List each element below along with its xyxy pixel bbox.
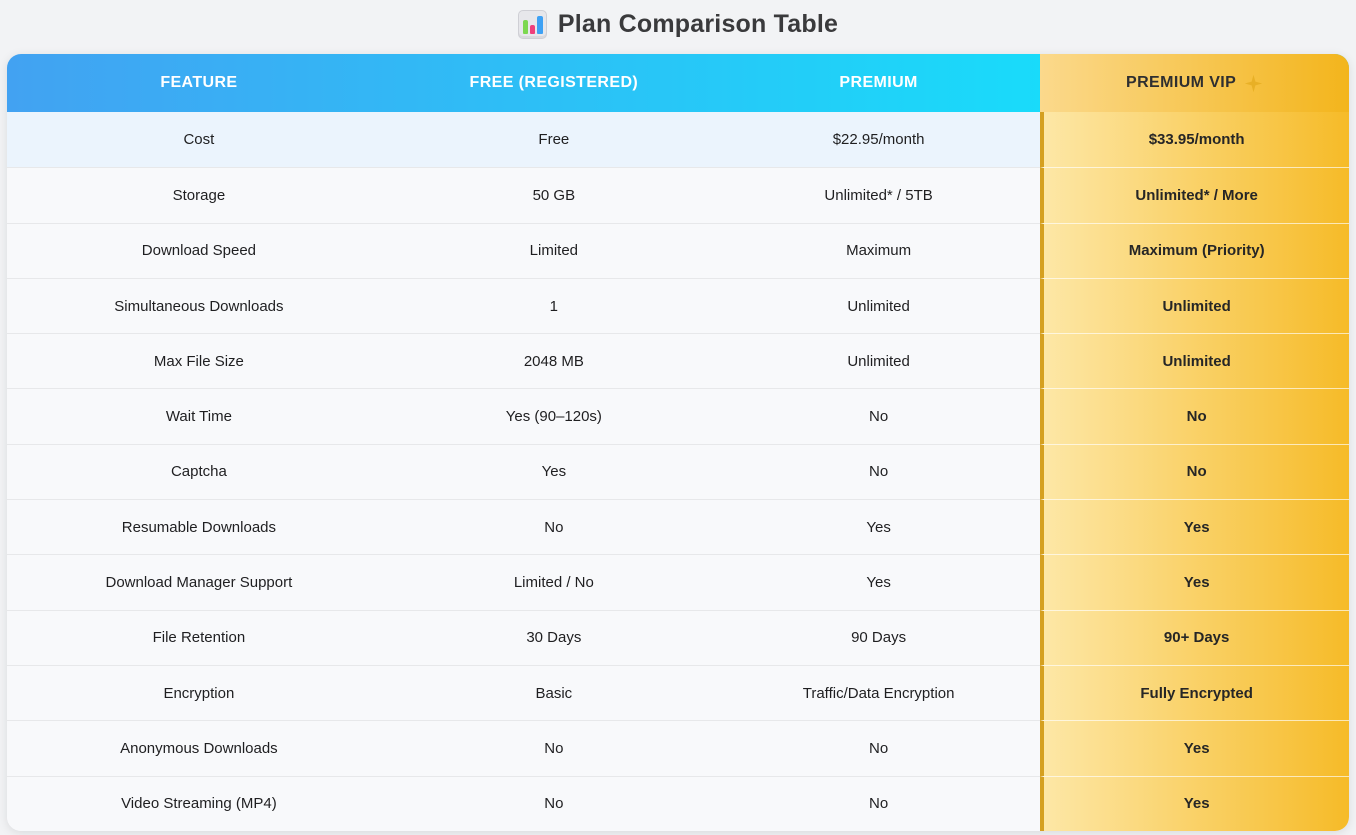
- table-row: Storage 50 GB Unlimited* / 5TB Unlimited* /…: [7, 167, 1349, 223]
- vip-cell: No: [1040, 443, 1349, 500]
- table-row: Simultaneous Downloads 1 Unlimited Unlimite…: [7, 277, 1349, 334]
- feature-cell: Encryption: [7, 664, 391, 720]
- feature-cell: Download Manager Support: [7, 554, 391, 609]
- table-row: Cost Free $22.95/month $33.95/month: [7, 112, 1349, 168]
- feature-cell: Captcha: [7, 443, 391, 499]
- free-cell: 50 GB: [390, 167, 717, 222]
- premium-cell: Traffic/Data Encryption: [716, 664, 1041, 720]
- feature-cell: File Retention: [7, 609, 391, 665]
- page-header: Plan Comparison Table: [0, 0, 1356, 48]
- column-header-premium: PREMIUM: [839, 74, 918, 91]
- plan-comparison-table: FEATURE FREE (REGISTERED) PREMIUM PREMIU…: [7, 54, 1349, 831]
- premium-cell: Yes: [716, 499, 1041, 554]
- free-cell: 2048 MB: [390, 333, 717, 388]
- free-cell: Yes: [390, 443, 717, 499]
- table-row: Download Manager Support Limited / No Yes Y…: [7, 554, 1349, 610]
- premium-cell: 90 Days: [716, 609, 1041, 665]
- feature-cell: Anonymous Downloads: [7, 720, 391, 775]
- vip-cell: Maximum (Priority): [1040, 222, 1349, 278]
- table-row: Resumable Downloads No Yes Yes: [7, 499, 1349, 555]
- table-row: Encryption Basic Traffic/Data Encryption Fu…: [7, 664, 1349, 721]
- table-row: Download Speed Limited Maximum Maximum (Pri…: [7, 222, 1349, 278]
- feature-cell: Wait Time: [7, 388, 391, 443]
- bar-chart-icon-green-bar: [522, 19, 528, 34]
- free-cell: Yes (90–120s): [390, 388, 717, 443]
- table-row: File Retention 30 Days 90 Days 90+ Days: [7, 609, 1349, 665]
- feature-cell: Resumable Downloads: [7, 499, 391, 554]
- bar-chart-icon-pink-bar: [529, 24, 535, 34]
- table-row: Max File Size 2048 MB Unlimited Unlimited: [7, 333, 1349, 389]
- vip-cell: No: [1040, 388, 1349, 444]
- premium-cell: Unlimited: [716, 277, 1041, 333]
- free-cell: No: [390, 720, 717, 775]
- bar-chart-icon: [517, 9, 547, 39]
- vip-cell: Yes: [1040, 775, 1349, 831]
- feature-cell: Simultaneous Downloads: [7, 277, 391, 333]
- premium-cell: No: [716, 775, 1041, 831]
- premium-cell: Unlimited: [716, 333, 1041, 388]
- free-cell: No: [390, 499, 717, 554]
- vip-cell: Unlimited* / More: [1040, 167, 1349, 223]
- vip-cell: 90+ Days: [1040, 609, 1349, 665]
- premium-cell: No: [716, 443, 1041, 499]
- premium-cell: Yes: [716, 554, 1041, 609]
- column-header-feature: FEATURE: [160, 74, 238, 91]
- feature-cell: Download Speed: [7, 222, 391, 278]
- premium-cell: No: [716, 388, 1041, 443]
- premium-cell: $22.95/month: [832, 131, 925, 149]
- table-row: Video Streaming (MP4) No No Yes: [7, 775, 1349, 831]
- comparison-table-body: Cost Free $22.95/month $33.95/month Storage 5…: [7, 112, 1349, 831]
- vip-cell: Unlimited: [1040, 277, 1349, 334]
- premium-cell: Unlimited* / 5TB: [716, 167, 1041, 222]
- vip-cell: Yes: [1040, 554, 1349, 610]
- column-header-free: FREE (REGISTERED): [469, 74, 639, 91]
- table-row: Anonymous Downloads No No Yes: [7, 720, 1349, 776]
- vip-cell: Fully Encrypted: [1040, 664, 1349, 721]
- free-cell: Basic: [390, 664, 717, 720]
- table-row: Captcha Yes No No: [7, 443, 1349, 500]
- premium-cell: No: [716, 720, 1041, 775]
- vip-cell: Yes: [1040, 499, 1349, 555]
- feature-cell: Storage: [7, 167, 391, 222]
- free-cell: Limited / No: [390, 554, 717, 609]
- sparkle-icon: [1244, 74, 1263, 93]
- page-title: Plan Comparison Table: [557, 9, 839, 38]
- column-header-premium-vip: PREMIUM VIP: [1040, 54, 1349, 112]
- free-cell: No: [390, 775, 717, 831]
- feature-cell: Video Streaming (MP4): [7, 775, 391, 831]
- table-row: Wait Time Yes (90–120s) No No: [7, 388, 1349, 444]
- free-cell: Limited: [390, 222, 717, 278]
- free-cell: Free: [538, 131, 570, 149]
- free-cell: 30 Days: [390, 609, 717, 665]
- vip-cell: Unlimited: [1040, 333, 1349, 389]
- premium-cell: Maximum: [716, 222, 1041, 278]
- bar-chart-icon-blue-bar: [536, 15, 543, 34]
- column-header-premium-vip-label: PREMIUM VIP: [1126, 74, 1237, 91]
- vip-cell: $33.95/month: [1040, 112, 1349, 168]
- table-header-row: FEATURE FREE (REGISTERED) PREMIUM PREMIU…: [7, 54, 1349, 112]
- feature-cell: Max File Size: [7, 333, 391, 388]
- feature-cell: Cost: [183, 131, 215, 149]
- free-cell: 1: [390, 277, 717, 333]
- vip-cell: Yes: [1040, 720, 1349, 776]
